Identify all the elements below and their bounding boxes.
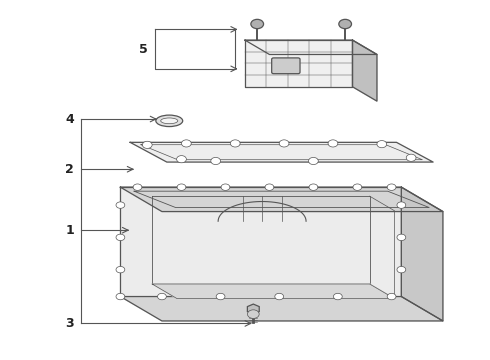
Circle shape	[181, 140, 191, 147]
Circle shape	[211, 157, 220, 165]
Polygon shape	[245, 40, 377, 54]
Polygon shape	[121, 187, 443, 212]
Circle shape	[221, 184, 230, 190]
Circle shape	[116, 293, 125, 300]
Circle shape	[333, 293, 342, 300]
Circle shape	[387, 184, 396, 190]
Circle shape	[377, 140, 387, 148]
Text: 3: 3	[65, 317, 74, 330]
Circle shape	[387, 293, 396, 300]
Ellipse shape	[161, 118, 178, 124]
Circle shape	[133, 184, 142, 190]
Polygon shape	[152, 284, 394, 299]
Polygon shape	[245, 40, 352, 87]
Polygon shape	[121, 297, 443, 321]
Circle shape	[309, 184, 318, 190]
Circle shape	[328, 140, 338, 147]
Circle shape	[353, 184, 362, 190]
Text: 5: 5	[139, 42, 147, 55]
Circle shape	[216, 293, 225, 300]
Circle shape	[116, 266, 125, 273]
Circle shape	[247, 310, 259, 319]
Circle shape	[265, 184, 274, 190]
Circle shape	[177, 184, 186, 190]
Circle shape	[116, 234, 125, 240]
Circle shape	[176, 156, 186, 163]
FancyBboxPatch shape	[271, 58, 300, 74]
Polygon shape	[121, 187, 401, 297]
Circle shape	[116, 202, 125, 208]
Circle shape	[397, 234, 406, 240]
Circle shape	[406, 154, 416, 161]
Polygon shape	[352, 40, 377, 101]
Text: 1: 1	[65, 224, 74, 237]
Circle shape	[339, 19, 351, 29]
Circle shape	[275, 293, 284, 300]
Text: 4: 4	[65, 113, 74, 126]
Circle shape	[251, 19, 264, 29]
Text: 2: 2	[65, 163, 74, 176]
Ellipse shape	[156, 115, 183, 127]
Circle shape	[309, 157, 318, 165]
Circle shape	[143, 141, 152, 148]
Circle shape	[397, 266, 406, 273]
Circle shape	[397, 202, 406, 208]
Circle shape	[230, 140, 240, 147]
Polygon shape	[401, 187, 443, 321]
Polygon shape	[130, 142, 433, 162]
Circle shape	[158, 293, 166, 300]
Polygon shape	[247, 304, 259, 314]
Circle shape	[279, 140, 289, 147]
